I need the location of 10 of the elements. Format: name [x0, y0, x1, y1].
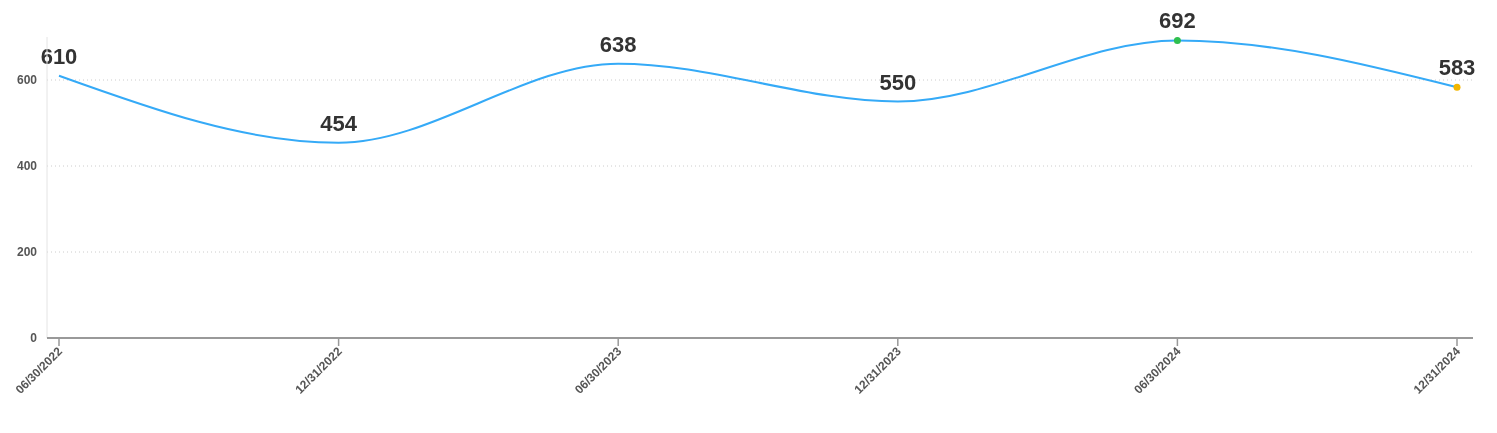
y-tick-label: 400 [16, 159, 38, 174]
y-tick-label: 600 [16, 73, 38, 88]
data-label: 550 [879, 69, 917, 95]
data-label: 638 [599, 31, 637, 57]
data-label: 692 [1159, 8, 1196, 34]
data-label: 610 [40, 43, 78, 69]
data-label: 454 [320, 110, 358, 136]
y-tick-label: 200 [16, 245, 38, 260]
y-tick-label: 0 [30, 331, 38, 346]
data-label: 583 [1438, 55, 1476, 81]
